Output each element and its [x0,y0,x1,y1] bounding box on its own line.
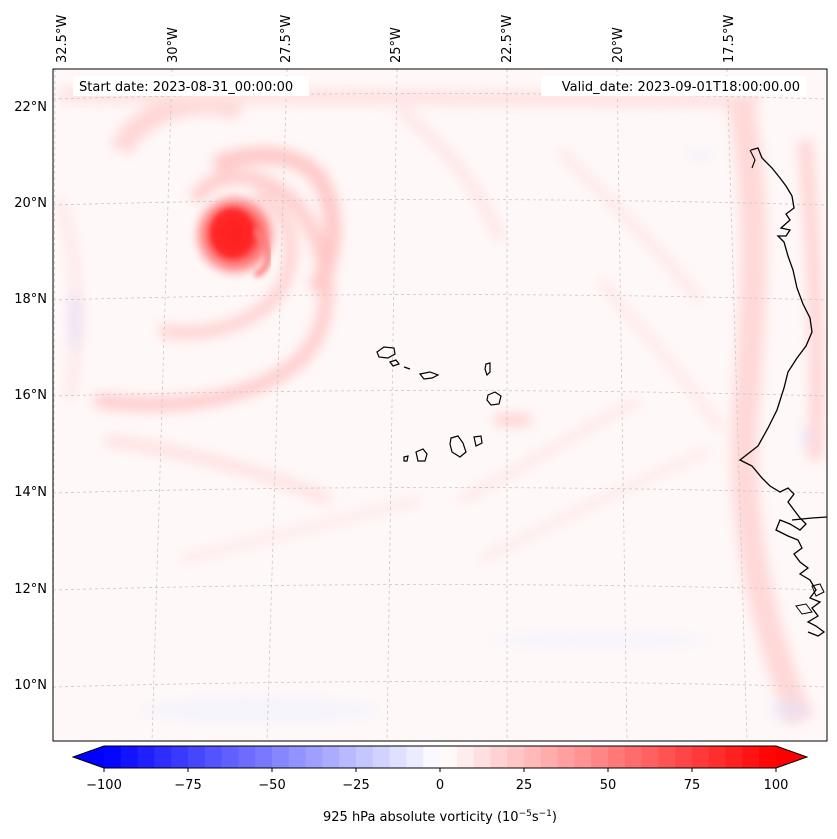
colorbar-swatch [708,746,727,768]
colorbar-swatch [574,746,592,768]
colorbar-swatch [204,746,223,768]
vorticity-field [53,69,827,741]
colorbar-swatch [524,746,542,768]
colorbar-tick-labels: −100 −75 −50 −25 0 25 50 75 100 [86,778,788,793]
start-date-label: Start date: 2023-08-31_00:00:00 [79,80,293,95]
lon-label: 17.5°W [722,15,737,63]
vorticity-bands [55,87,824,725]
colorbar-min-extend-arrow [73,746,104,768]
negative-vorticity-patches [69,149,810,724]
colorbar-swatch [490,746,508,768]
colorbar-swatches [104,746,777,768]
coastline-detail [749,149,756,169]
colorbar-swatch [456,746,475,768]
colorbar-swatch [473,746,491,768]
island-santa-luzia [403,366,411,370]
map-frame [52,68,828,742]
island-maio [473,435,483,447]
colorbar-tick-label: −100 [86,778,122,793]
colorbar-swatch [658,746,676,768]
colorbar-swatch [339,746,357,768]
lat-label: 20°N [14,196,47,211]
island-santiago [449,435,467,458]
lon-label: 22.5°W [500,15,515,63]
colorbar-swatch [675,746,693,768]
island-sal [484,362,491,377]
colorbar-tick-label: 0 [436,778,444,793]
colorbar-swatch [305,746,323,768]
colorbar-tick-label: −75 [174,778,201,793]
colorbar-swatch [322,746,340,768]
colorbar-swatch [221,746,239,768]
cyclone-core [190,190,280,280]
island-sao-nicolau [418,371,440,380]
colorbar-tick-label: −25 [342,778,369,793]
colorbar-swatch [188,746,206,768]
colorbar-swatch [137,746,155,768]
colorbar-swatch [742,746,760,768]
colorbar-swatch [759,746,777,768]
colorbar-swatch [540,746,559,768]
island-brava [403,455,409,462]
colorbar-swatch [692,746,710,768]
colorbar-swatch [725,746,743,768]
colorbar-tick-label: 25 [516,778,533,793]
colorbar-swatch [389,746,407,768]
colorbar-swatch [238,746,256,768]
colorbar-swatch [104,746,122,768]
colorbar-swatch [591,746,609,768]
lat-label: 14°N [14,485,47,500]
lat-label: 16°N [14,388,47,403]
island-santo-antao [376,346,396,359]
colorbar-max-extend-arrow [776,746,807,768]
lat-label: 22°N [14,100,47,115]
colorbar-swatch [288,746,307,768]
colorbar-tick-label: 100 [764,778,789,793]
longitude-labels: 32.5°W 30°W 27.5°W 25°W 22.5°W 20°W 17.5… [55,15,737,63]
colorbar-swatch [171,746,189,768]
island-boa-vista [486,391,502,406]
lat-label: 12°N [14,582,47,597]
colorbar-label: 925 hPa absolute vorticity (10−5s−1) [323,809,557,825]
lon-label: 30°W [166,27,181,63]
colorbar-swatch [624,746,643,768]
colorbar-ticks [103,768,777,772]
bissagos-island [795,603,813,615]
colorbar-tick-label: 50 [600,778,617,793]
island-fogo [415,448,428,462]
lat-label: 18°N [14,292,47,307]
coastal-island [811,583,825,597]
colorbar-tick-label: −50 [258,778,285,793]
island-sao-vicente [389,359,400,367]
colorbar-swatch [440,746,458,768]
colorbar-swatch [120,746,139,768]
lon-label: 32.5°W [55,15,70,63]
cape-verde-islands [376,346,502,462]
colorbar-swatch [255,746,273,768]
colorbar-swatch [423,746,441,768]
lon-label: 27.5°W [279,15,294,63]
colorbar-swatch [557,746,575,768]
colorbar-swatch [154,746,172,768]
valid-date-box [541,76,806,96]
colorbar-swatch [507,746,525,768]
latitude-labels: 22°N 20°N 18°N 16°N 14°N 12°N 10°N [14,100,47,693]
lon-label: 20°W [611,27,626,63]
african-coastline [738,147,827,637]
lat-label: 10°N [14,678,47,693]
colorbar-swatch [641,746,659,768]
colorbar-tick-label: 75 [684,778,701,793]
colorbar-swatch [372,746,391,768]
colorbar-swatch [406,746,424,768]
colorbar-swatch [272,746,290,768]
colorbar-swatch [356,746,374,768]
colorbar-swatch [608,746,626,768]
start-date-box [73,76,309,96]
valid-date-label: Valid_date: 2023-09-01T18:00:00.00 [562,80,800,95]
lon-label: 25°W [389,27,404,63]
colorbar: −100 −75 −50 −25 0 25 50 75 100 925 hPa … [71,745,809,825]
gridlines [53,69,827,741]
